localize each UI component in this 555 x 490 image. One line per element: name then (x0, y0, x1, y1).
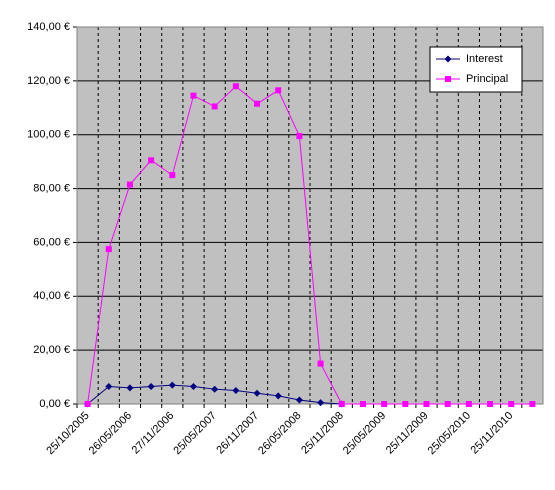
point (423, 401, 430, 407)
x-tick-label: 26/11/2007 (214, 410, 261, 457)
x-tick-label: 26/05/2008 (256, 410, 303, 457)
legend-label: Principal (466, 73, 508, 85)
legend-box (429, 46, 523, 93)
point (211, 385, 219, 393)
point (444, 401, 451, 407)
y-tick-label: 140,00 € (27, 21, 70, 33)
point (402, 401, 409, 407)
point (317, 360, 324, 367)
x-tick-label: 27/11/2006 (130, 410, 177, 457)
y-tick-label: 0,00 € (39, 398, 70, 410)
point (296, 133, 303, 140)
point (105, 246, 112, 253)
point (126, 384, 134, 392)
x-tick-label: 25/05/2009 (341, 410, 388, 457)
point (253, 389, 261, 397)
point (147, 382, 155, 390)
y-tick-label: 20,00 € (33, 344, 70, 356)
point (529, 401, 536, 407)
point (126, 181, 133, 188)
point (275, 87, 282, 94)
point (274, 392, 282, 400)
point (168, 381, 176, 389)
point (105, 382, 113, 390)
point (295, 396, 303, 404)
point (148, 157, 155, 164)
x-tick-label: 25/11/2008 (299, 410, 346, 457)
y-tick-label: 80,00 € (33, 182, 70, 194)
point (465, 401, 472, 407)
legend-marker (444, 55, 452, 63)
point (338, 401, 345, 407)
x-tick-label: 25/05/2007 (171, 410, 218, 457)
y-tick-label: 120,00 € (27, 75, 70, 87)
point (508, 401, 515, 407)
point (84, 401, 91, 407)
y-tick-label: 100,00 € (27, 129, 70, 141)
point (359, 401, 366, 407)
x-tick-label: 25/11/2010 (469, 410, 516, 457)
point (232, 83, 239, 90)
point (254, 100, 261, 107)
point (190, 382, 197, 390)
point (211, 103, 218, 110)
y-tick-label: 40,00 € (33, 290, 70, 302)
point (169, 172, 176, 179)
point (381, 401, 388, 407)
series-line (87, 85, 533, 405)
point (232, 387, 240, 395)
point (487, 401, 494, 407)
legend-label: Interest (466, 53, 503, 65)
point (317, 399, 325, 407)
legend-marker (445, 76, 451, 82)
x-tick-label: 26/05/2006 (87, 410, 134, 457)
x-tick-label: 25/10/2005 (44, 410, 91, 457)
x-tick-label: 25/11/2009 (384, 410, 431, 457)
point (190, 92, 197, 99)
x-tick-label: 25/05/2010 (426, 410, 473, 457)
y-tick-label: 60,00 € (33, 236, 70, 248)
